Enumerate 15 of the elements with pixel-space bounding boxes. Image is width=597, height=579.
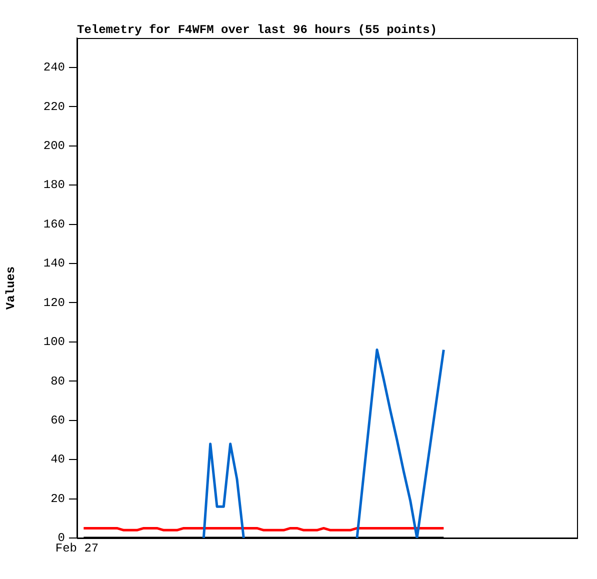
y-tick-label: 60: [50, 414, 65, 428]
y-tick-label: 120: [43, 296, 65, 310]
x-tick-label: Feb 27: [55, 541, 99, 556]
y-tick-label: 220: [43, 100, 65, 114]
y-tick-label: 20: [50, 492, 65, 506]
y-tick-label: 140: [43, 256, 65, 271]
chart-title: Telemetry for F4WFM over last 96 hours (55 points): [77, 23, 438, 38]
y-tick-label: 160: [43, 217, 65, 232]
y-tick-label: 200: [43, 139, 65, 154]
y-tick-label: 240: [43, 60, 65, 75]
y-tick-label: 40: [50, 452, 65, 467]
y-tick-label: 180: [43, 178, 65, 192]
y-tick-label: 100: [43, 335, 65, 350]
y-tick-label: 80: [50, 374, 65, 388]
y-axis-title: Values: [4, 266, 18, 310]
